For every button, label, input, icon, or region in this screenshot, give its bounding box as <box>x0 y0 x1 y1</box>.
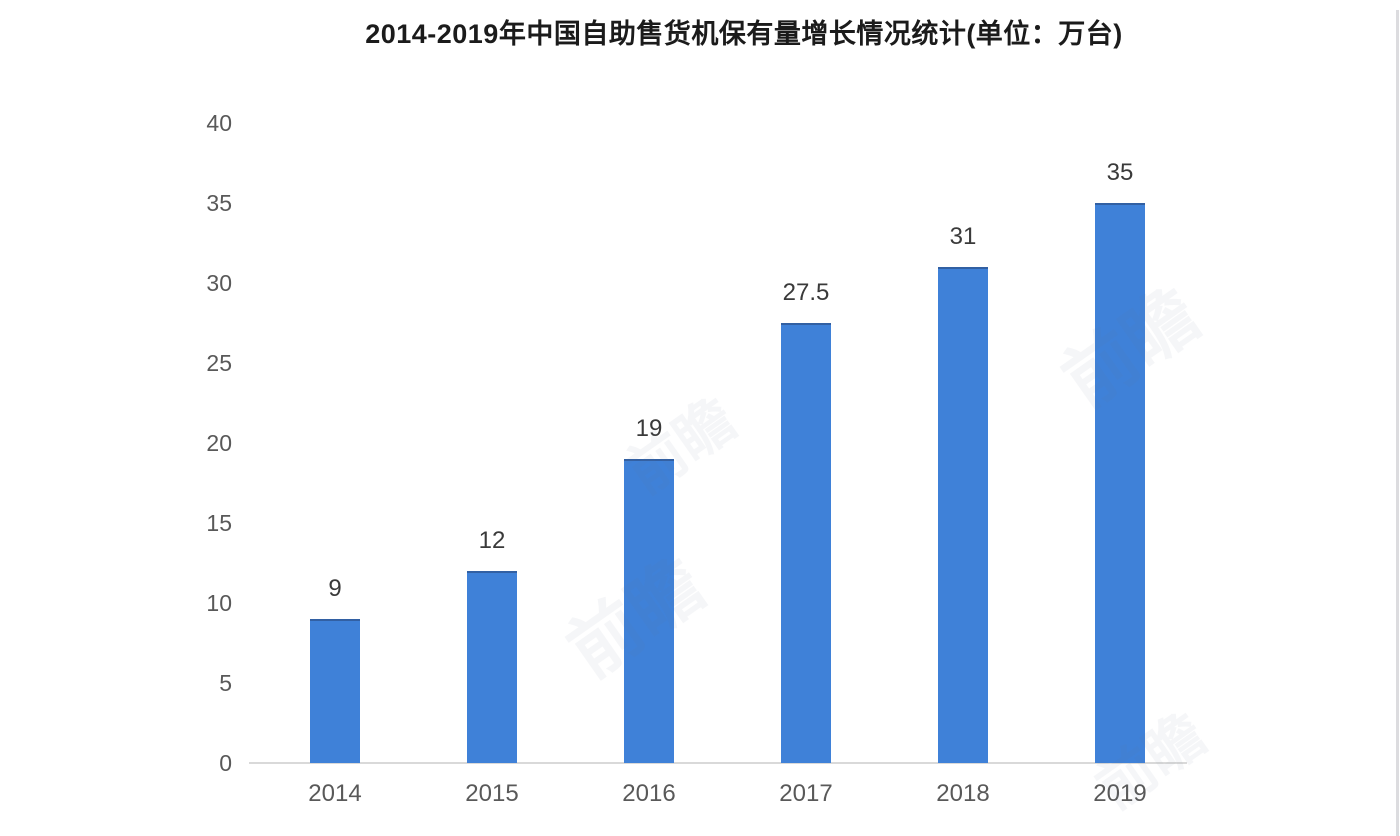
y-tick-label-35: 35 <box>206 190 232 216</box>
x-tick-label-2016: 2016 <box>622 780 676 807</box>
chart-title: 2014-2019年中国自助售货机保有量增长情况统计(单位：万台) <box>365 19 1123 49</box>
x-tick-label-2018: 2018 <box>936 780 990 807</box>
y-tick-label-5: 5 <box>219 670 232 696</box>
y-tick-label-0: 0 <box>219 750 232 776</box>
x-tick-label-2017: 2017 <box>779 780 833 807</box>
value-label-2017: 27.5 <box>782 279 830 306</box>
bar-2014 <box>310 619 360 763</box>
x-tick-label-2019: 2019 <box>1093 780 1147 807</box>
bar-2016 <box>624 459 674 763</box>
y-tick-label-15: 15 <box>206 510 232 536</box>
value-label-2014: 9 <box>328 575 342 602</box>
x-tick-label-2014: 2014 <box>308 780 362 807</box>
y-tick-label-40: 40 <box>206 110 232 136</box>
y-tick-label-30: 30 <box>206 270 232 296</box>
y-tick-label-20: 20 <box>206 430 232 456</box>
value-label-2019: 35 <box>1106 159 1134 186</box>
bar-2017 <box>781 323 831 763</box>
x-tick-label-2015: 2015 <box>465 780 519 807</box>
value-label-2016: 19 <box>635 415 663 442</box>
y-tick-label-10: 10 <box>206 590 232 616</box>
x-axis-line <box>249 762 1187 764</box>
right-edge-border <box>1396 10 1399 836</box>
bar-2015 <box>467 571 517 763</box>
y-tick-label-25: 25 <box>206 350 232 376</box>
value-label-2018: 31 <box>949 223 977 250</box>
bar-2018 <box>938 267 988 763</box>
bar-2019 <box>1095 203 1145 763</box>
value-label-2015: 12 <box>478 527 506 554</box>
